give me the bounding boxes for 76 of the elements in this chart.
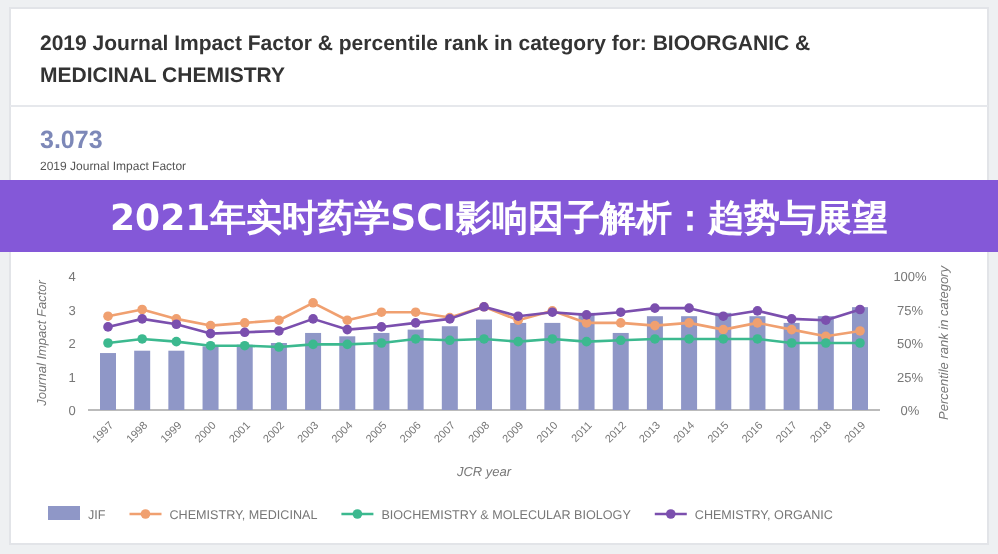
point xyxy=(786,314,797,324)
bar xyxy=(373,332,390,410)
point xyxy=(581,310,592,320)
point xyxy=(376,338,387,348)
point xyxy=(103,322,113,332)
point xyxy=(855,304,865,315)
bar xyxy=(476,319,492,410)
point xyxy=(205,328,216,339)
point xyxy=(684,303,694,313)
point xyxy=(752,306,763,316)
point xyxy=(513,336,523,347)
point xyxy=(171,336,182,347)
point xyxy=(479,334,489,344)
chart-title: 2019 Journal Impact Factor & percentile rank in category for: BIOORGANIC & MEDICINAL CHEMISTRY xyxy=(40,32,812,88)
point xyxy=(445,335,455,346)
point xyxy=(684,334,694,344)
point xyxy=(376,307,387,317)
point xyxy=(821,315,831,326)
point xyxy=(274,342,284,352)
point xyxy=(581,336,592,347)
point xyxy=(342,324,353,335)
point xyxy=(205,340,216,351)
bar xyxy=(510,322,527,410)
point xyxy=(855,326,865,336)
text: 2021年实时药学SCI影响因子解析：趋势与展望 xyxy=(110,198,888,240)
point xyxy=(342,339,353,350)
bar xyxy=(407,329,424,410)
point xyxy=(718,334,729,344)
point xyxy=(308,298,318,308)
point xyxy=(718,311,729,321)
point xyxy=(342,315,353,326)
point xyxy=(547,334,558,344)
point xyxy=(718,324,729,335)
bar xyxy=(236,344,253,410)
point xyxy=(650,303,660,313)
chart-subtitle: 3.073 xyxy=(40,126,103,154)
bar xyxy=(202,346,219,410)
point xyxy=(410,307,421,317)
point xyxy=(274,326,284,336)
point xyxy=(308,314,318,324)
point xyxy=(615,307,626,317)
point xyxy=(821,338,831,348)
point xyxy=(410,334,421,344)
bar xyxy=(100,353,116,410)
point xyxy=(752,318,763,328)
point xyxy=(274,315,284,326)
point xyxy=(410,318,421,328)
point xyxy=(650,334,660,344)
point xyxy=(650,320,660,331)
point xyxy=(376,322,387,332)
bar xyxy=(270,343,287,410)
bar xyxy=(339,336,356,410)
point xyxy=(103,338,113,348)
point xyxy=(137,304,147,315)
bar xyxy=(441,326,458,410)
point xyxy=(308,339,318,350)
point xyxy=(103,311,113,321)
point xyxy=(855,338,865,348)
point xyxy=(171,319,182,330)
point xyxy=(786,324,797,335)
point xyxy=(581,318,592,328)
bar xyxy=(612,332,629,410)
point xyxy=(786,338,797,348)
point xyxy=(752,334,763,344)
bar xyxy=(305,332,322,410)
point xyxy=(239,327,250,338)
point xyxy=(239,318,250,328)
point xyxy=(137,314,147,324)
point xyxy=(239,340,250,351)
point xyxy=(684,318,694,328)
point xyxy=(137,334,147,344)
point xyxy=(615,335,626,346)
point xyxy=(615,318,626,328)
bar xyxy=(168,350,185,410)
bar xyxy=(134,350,151,410)
bar xyxy=(544,322,561,410)
